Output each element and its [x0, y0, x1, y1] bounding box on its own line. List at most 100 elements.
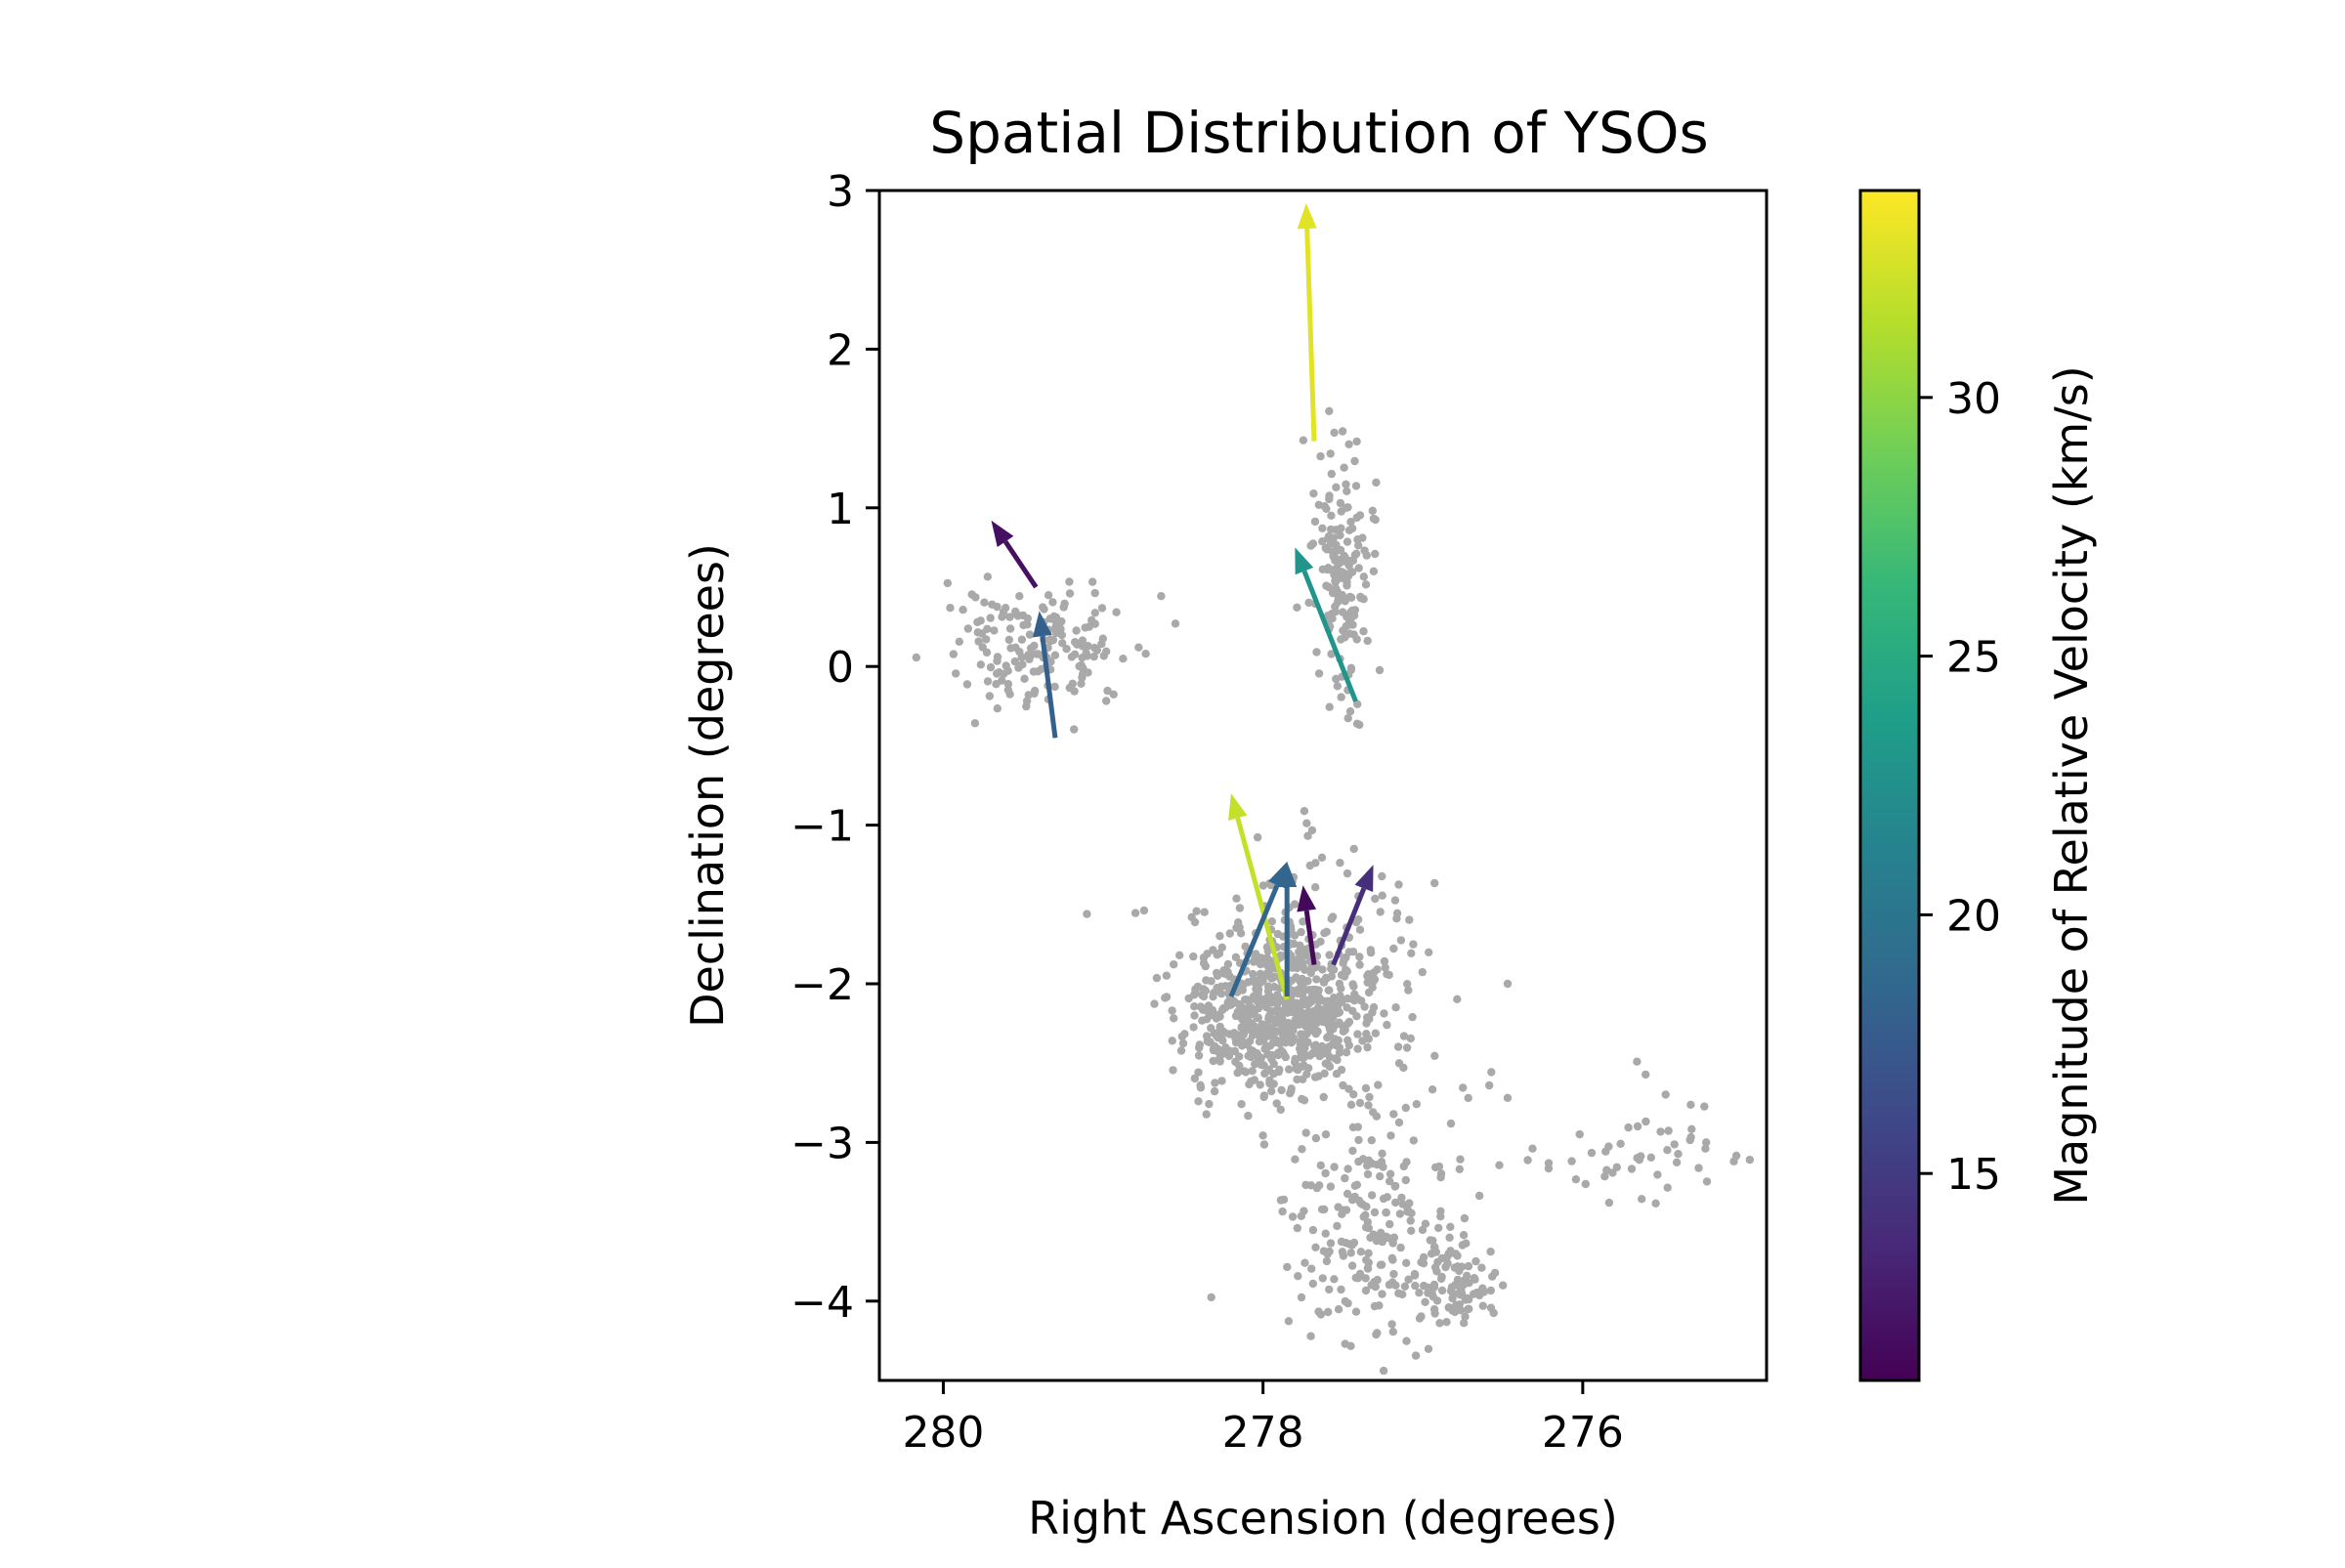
data-point [1396, 936, 1406, 945]
data-point [1361, 1274, 1370, 1283]
data-point [946, 604, 955, 613]
data-point [1355, 953, 1364, 961]
data-point [1462, 1239, 1471, 1248]
data-point [1376, 908, 1385, 916]
data-point [1463, 1271, 1471, 1281]
data-point [1004, 635, 1014, 645]
data-point [1338, 1248, 1347, 1256]
data-point [1326, 1182, 1336, 1191]
y-tick-label: 2 [827, 325, 854, 375]
data-point [1295, 1044, 1304, 1053]
data-point [1475, 1291, 1484, 1300]
data-point [1298, 1145, 1306, 1154]
data-point [1731, 1151, 1741, 1161]
data-point [970, 719, 980, 728]
data-point [1523, 1156, 1532, 1165]
data-point [1425, 948, 1433, 956]
data-point [1392, 909, 1402, 917]
data-point [1378, 1149, 1386, 1159]
data-point [1371, 894, 1380, 904]
data-point [1487, 1068, 1496, 1077]
data-point [1361, 1083, 1371, 1093]
data-point [1277, 1085, 1286, 1095]
data-point [1470, 1274, 1479, 1283]
data-point [1082, 649, 1090, 657]
data-point [1324, 1060, 1333, 1070]
data-point [1664, 1126, 1673, 1135]
data-point [1361, 580, 1371, 589]
data-point [1383, 1020, 1391, 1030]
chart-title: Spatial Distribution of YSOs [929, 100, 1708, 166]
data-point [1357, 996, 1366, 1005]
data-point [1670, 1140, 1679, 1149]
colorbar-ticks: 15 20 25 30 [1919, 374, 2001, 1200]
data-point [1354, 915, 1363, 924]
data-point [986, 662, 996, 672]
data-point [1049, 612, 1059, 621]
data-point [1337, 693, 1345, 701]
data-point [1346, 1341, 1355, 1351]
data-point [1259, 1140, 1269, 1149]
data-point [1300, 807, 1309, 816]
data-point [1058, 639, 1067, 648]
data-point [1235, 904, 1245, 912]
data-point [1307, 826, 1317, 835]
data-point [1321, 1229, 1330, 1238]
data-point [1139, 906, 1149, 915]
data-point [1339, 626, 1347, 635]
data-point [1376, 1171, 1385, 1181]
data-point [1209, 1044, 1218, 1054]
data-point [1391, 1198, 1400, 1208]
data-point [1292, 1065, 1301, 1074]
data-point [1315, 1051, 1324, 1061]
data-point [1019, 620, 1028, 630]
data-point [1324, 1307, 1333, 1317]
data-point [1442, 1318, 1451, 1327]
data-point [1433, 1257, 1442, 1267]
data-point [1359, 627, 1368, 636]
data-point [1402, 1043, 1412, 1052]
data-point [1386, 1131, 1395, 1140]
data-point [1544, 1159, 1554, 1167]
data-point [1402, 1336, 1411, 1345]
data-point [1320, 1205, 1329, 1214]
data-point [1409, 940, 1418, 949]
data-point [1333, 575, 1342, 584]
data-point [1331, 1054, 1340, 1063]
data-point [1304, 1018, 1313, 1027]
data-point [1358, 533, 1367, 542]
data-point [1348, 620, 1357, 629]
data-point [1360, 546, 1369, 555]
data-point [1202, 976, 1211, 985]
data-point [1326, 525, 1336, 534]
data-point [1162, 993, 1172, 1001]
data-point [1378, 891, 1386, 900]
velocity-arrow [1297, 202, 1317, 442]
data-point [1338, 427, 1347, 436]
data-point [1355, 1098, 1365, 1108]
data-point [1369, 968, 1379, 977]
data-point [1356, 1199, 1366, 1208]
data-point [1335, 979, 1344, 989]
data-point [1311, 1243, 1320, 1252]
data-point [1309, 1048, 1318, 1057]
data-point [1602, 1165, 1611, 1174]
data-point [1461, 1312, 1470, 1321]
data-point [1368, 506, 1378, 515]
data-point [1071, 638, 1080, 647]
data-point [1310, 517, 1320, 527]
data-point [959, 606, 967, 614]
data-point [1453, 995, 1462, 1003]
data-point [1264, 962, 1274, 971]
data-point [1170, 1014, 1178, 1023]
data-point [1354, 1157, 1363, 1166]
data-points [912, 406, 1755, 1376]
velocity-arrow [991, 520, 1039, 589]
data-point [1090, 609, 1100, 617]
data-point [1190, 917, 1200, 927]
data-point [1339, 1022, 1347, 1031]
data-point [1382, 1208, 1390, 1217]
data-point [1284, 1018, 1293, 1028]
data-point [1701, 1144, 1710, 1153]
data-point [1633, 1154, 1642, 1163]
